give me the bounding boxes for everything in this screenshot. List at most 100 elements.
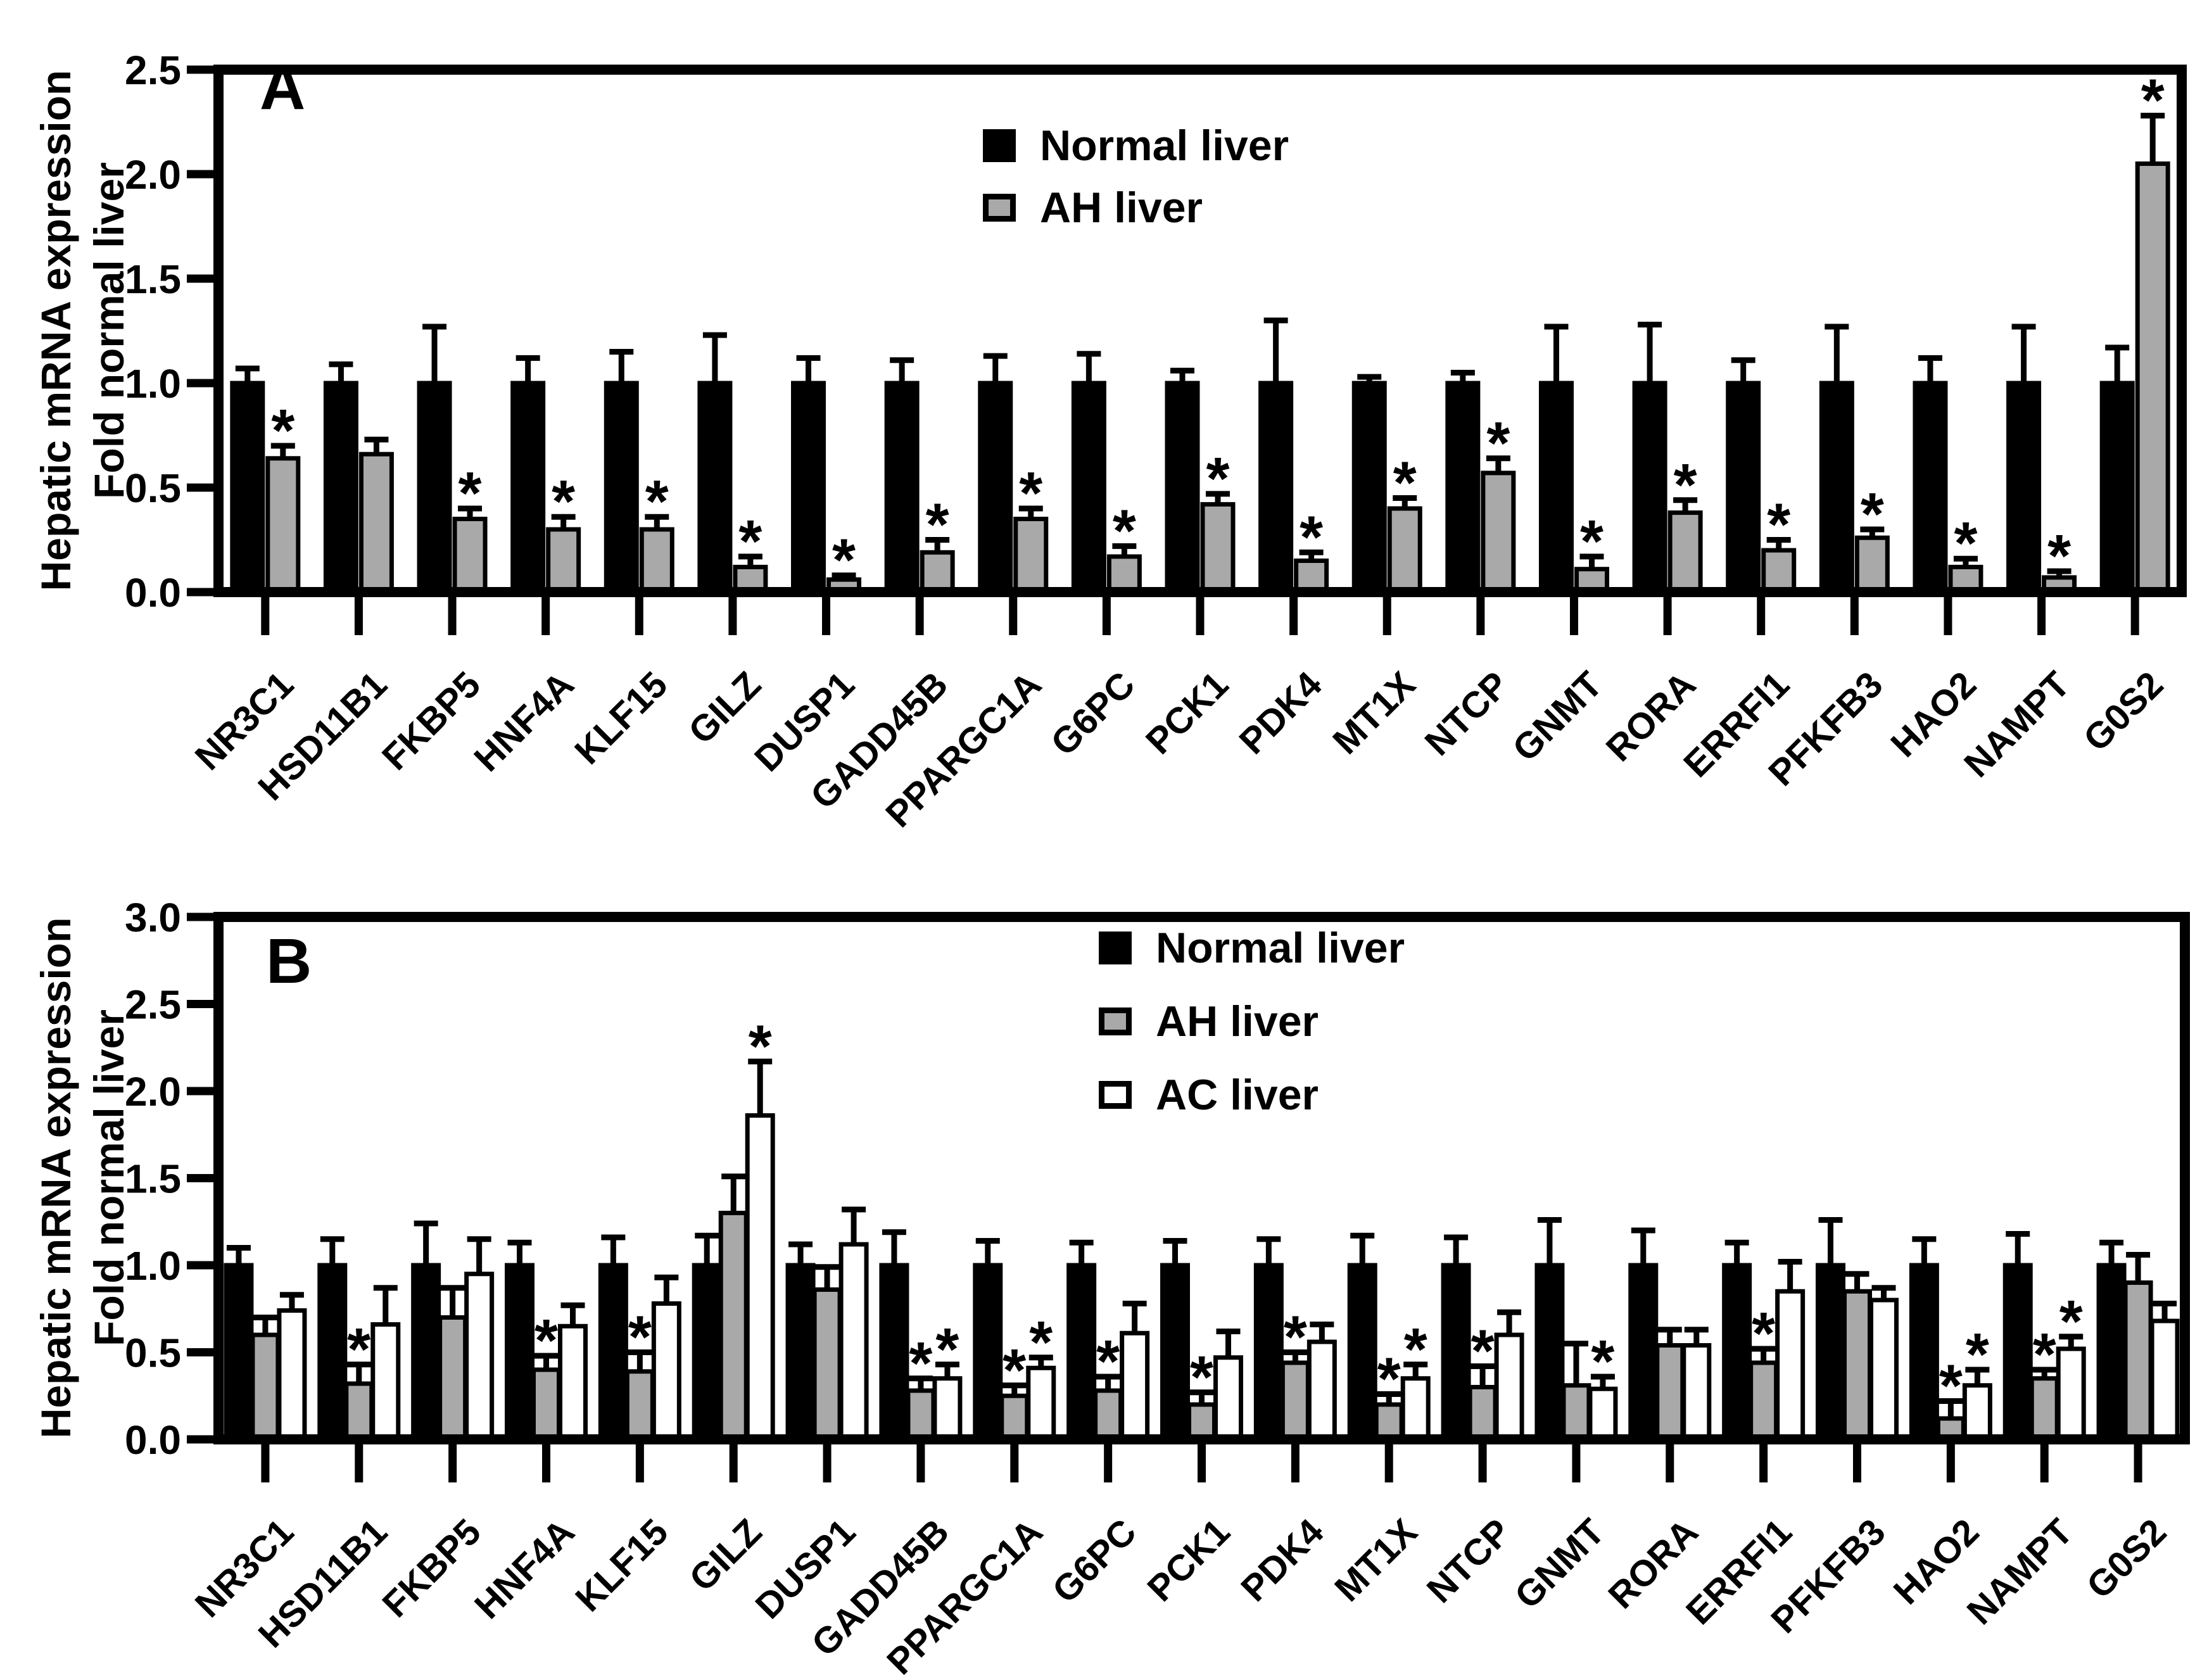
significance-asterisk: * [1752,1300,1775,1367]
bar-ac-liver [1681,1343,1712,1442]
bar-ac-liver [932,1376,963,1442]
significance-asterisk: * [1861,481,1884,548]
bar-ac-liver [1775,1289,1806,1442]
panel-a-y-axis-title-line2: Fold normal liver [85,162,132,499]
bar-normal-liver [1071,381,1106,595]
gene-tick-label: FKBP5 [374,1511,488,1625]
legend-swatch-normal-liver [983,129,1016,162]
y-axis-tick-label: 2.5 [125,982,181,1028]
significance-asterisk: * [1939,1353,1963,1420]
bar-normal-liver [1165,381,1200,595]
legend-item-normal-liver: Normal liver [1099,926,1405,969]
bar-normal-liver [604,381,639,595]
legend-swatch-ah-liver [983,194,1016,222]
y-axis-tick-label: 1.0 [125,1243,181,1289]
bar-normal-liver [1913,381,1948,595]
gene-tick-label: PDK4 [1231,664,1329,762]
bar-ah-liver [1854,535,1890,595]
bar-normal-liver [692,1263,722,1442]
legend-item-ac-liver: AC liver [1099,1073,1405,1116]
panel-b-legend: Normal liver AH liver AC liver [1099,926,1405,1116]
bar-ah-liver [358,452,394,595]
bar-ah-liver [1280,1360,1310,1442]
bar-ac-liver [1400,1376,1431,1442]
legend-label-ac-liver: AC liver [1156,1071,1319,1119]
gene-tick-label: NTCP [1419,1511,1519,1611]
bar-normal-liver [1066,1263,1097,1442]
y-axis-tick-label: 0.5 [125,1330,181,1376]
bar-ah-liver [531,1367,561,1442]
legend-item-ah-liver: AH liver [983,186,1289,229]
significance-asterisk: * [926,491,949,559]
y-axis-tick-label: 1.0 [125,361,181,407]
bar-normal-liver [1258,381,1294,595]
bar-ah-liver [1842,1289,1872,1442]
gene-tick-label: NAMPT [1956,664,2078,785]
bar-ah-liver [1467,1385,1498,1442]
significance-asterisk: * [1284,1304,1307,1371]
bar-ah-liver [1561,1383,1591,1442]
gene-tick-label: NTCP [1417,664,1517,764]
bar-ah-liver [718,1211,749,1442]
significance-asterisk: * [1190,1344,1213,1411]
bar-ah-liver [812,1287,842,1442]
bar-normal-liver [411,1263,441,1442]
legend-swatch-ac-liver [1099,1081,1132,1109]
bar-normal-liver [1445,381,1481,595]
panel-b-y-axis-title-line2: Fold normal liver [85,1009,132,1346]
significance-asterisk: * [2141,67,2165,134]
significance-asterisk: * [935,1316,959,1383]
bar-ac-liver [370,1322,401,1442]
y-axis-tick-label: 2.0 [125,152,181,198]
significance-asterisk: * [459,460,482,527]
gene-tick-label: KLF15 [567,664,675,772]
legend-item-normal-liver: Normal liver [983,124,1289,167]
gene-tick-label: G0S2 [2078,1511,2174,1607]
bar-normal-liver [417,381,452,595]
gene-tick-label: GILZ [681,664,769,752]
y-axis-tick-label: 1.5 [125,256,181,302]
significance-asterisk: * [2047,522,2071,590]
legend-swatch-ah-liver [1099,1007,1132,1035]
significance-asterisk: * [347,1316,370,1383]
significance-asterisk: * [1113,497,1136,564]
significance-asterisk: * [2059,1288,2083,1355]
bar-ah-liver [639,527,674,595]
gene-tick-label: PCK1 [1138,664,1236,762]
significance-asterisk: * [1377,1346,1401,1413]
panel-a-letter: A [260,52,306,123]
bar-normal-liver [1351,381,1387,595]
bar-normal-liver [879,1263,909,1442]
significance-asterisk: * [749,1013,772,1080]
legend-label-normal-liver: Normal liver [1040,122,1289,170]
legend-item-ah-liver: AH liver [1099,1000,1405,1043]
bar-normal-liver [1632,381,1667,595]
bar-normal-liver [884,381,920,595]
bar-normal-liver [598,1263,628,1442]
bar-normal-liver [1628,1263,1659,1442]
bar-normal-liver [791,381,826,595]
gene-tick-label: G6PC [1043,664,1143,764]
gene-tick-label: GILZ [681,1511,769,1599]
bar-ac-liver [1588,1386,1618,1442]
significance-asterisk: * [1393,450,1417,517]
bar-ac-liver [1026,1365,1056,1442]
bar-normal-liver [2006,381,2042,595]
bar-ac-liver [1120,1330,1150,1442]
y-axis-tick-label: 2.0 [125,1069,181,1115]
bar-normal-liver [230,381,265,595]
significance-asterisk: * [535,1307,558,1374]
panel-b-y-axis-title-line1: Hepatic mRNA expression [32,917,79,1439]
bar-ah-liver [1013,517,1049,595]
significance-asterisk: * [1019,460,1042,527]
y-axis-tick-label: 1.5 [125,1156,181,1202]
plot-frame [213,65,2187,597]
significance-asterisk: * [2033,1321,2056,1388]
significance-asterisk: * [832,527,856,594]
bar-normal-liver [224,1263,254,1442]
bar-ah-liver [920,550,955,595]
bar-ah-liver [1761,548,1797,595]
bar-ah-liver [1667,510,1703,595]
